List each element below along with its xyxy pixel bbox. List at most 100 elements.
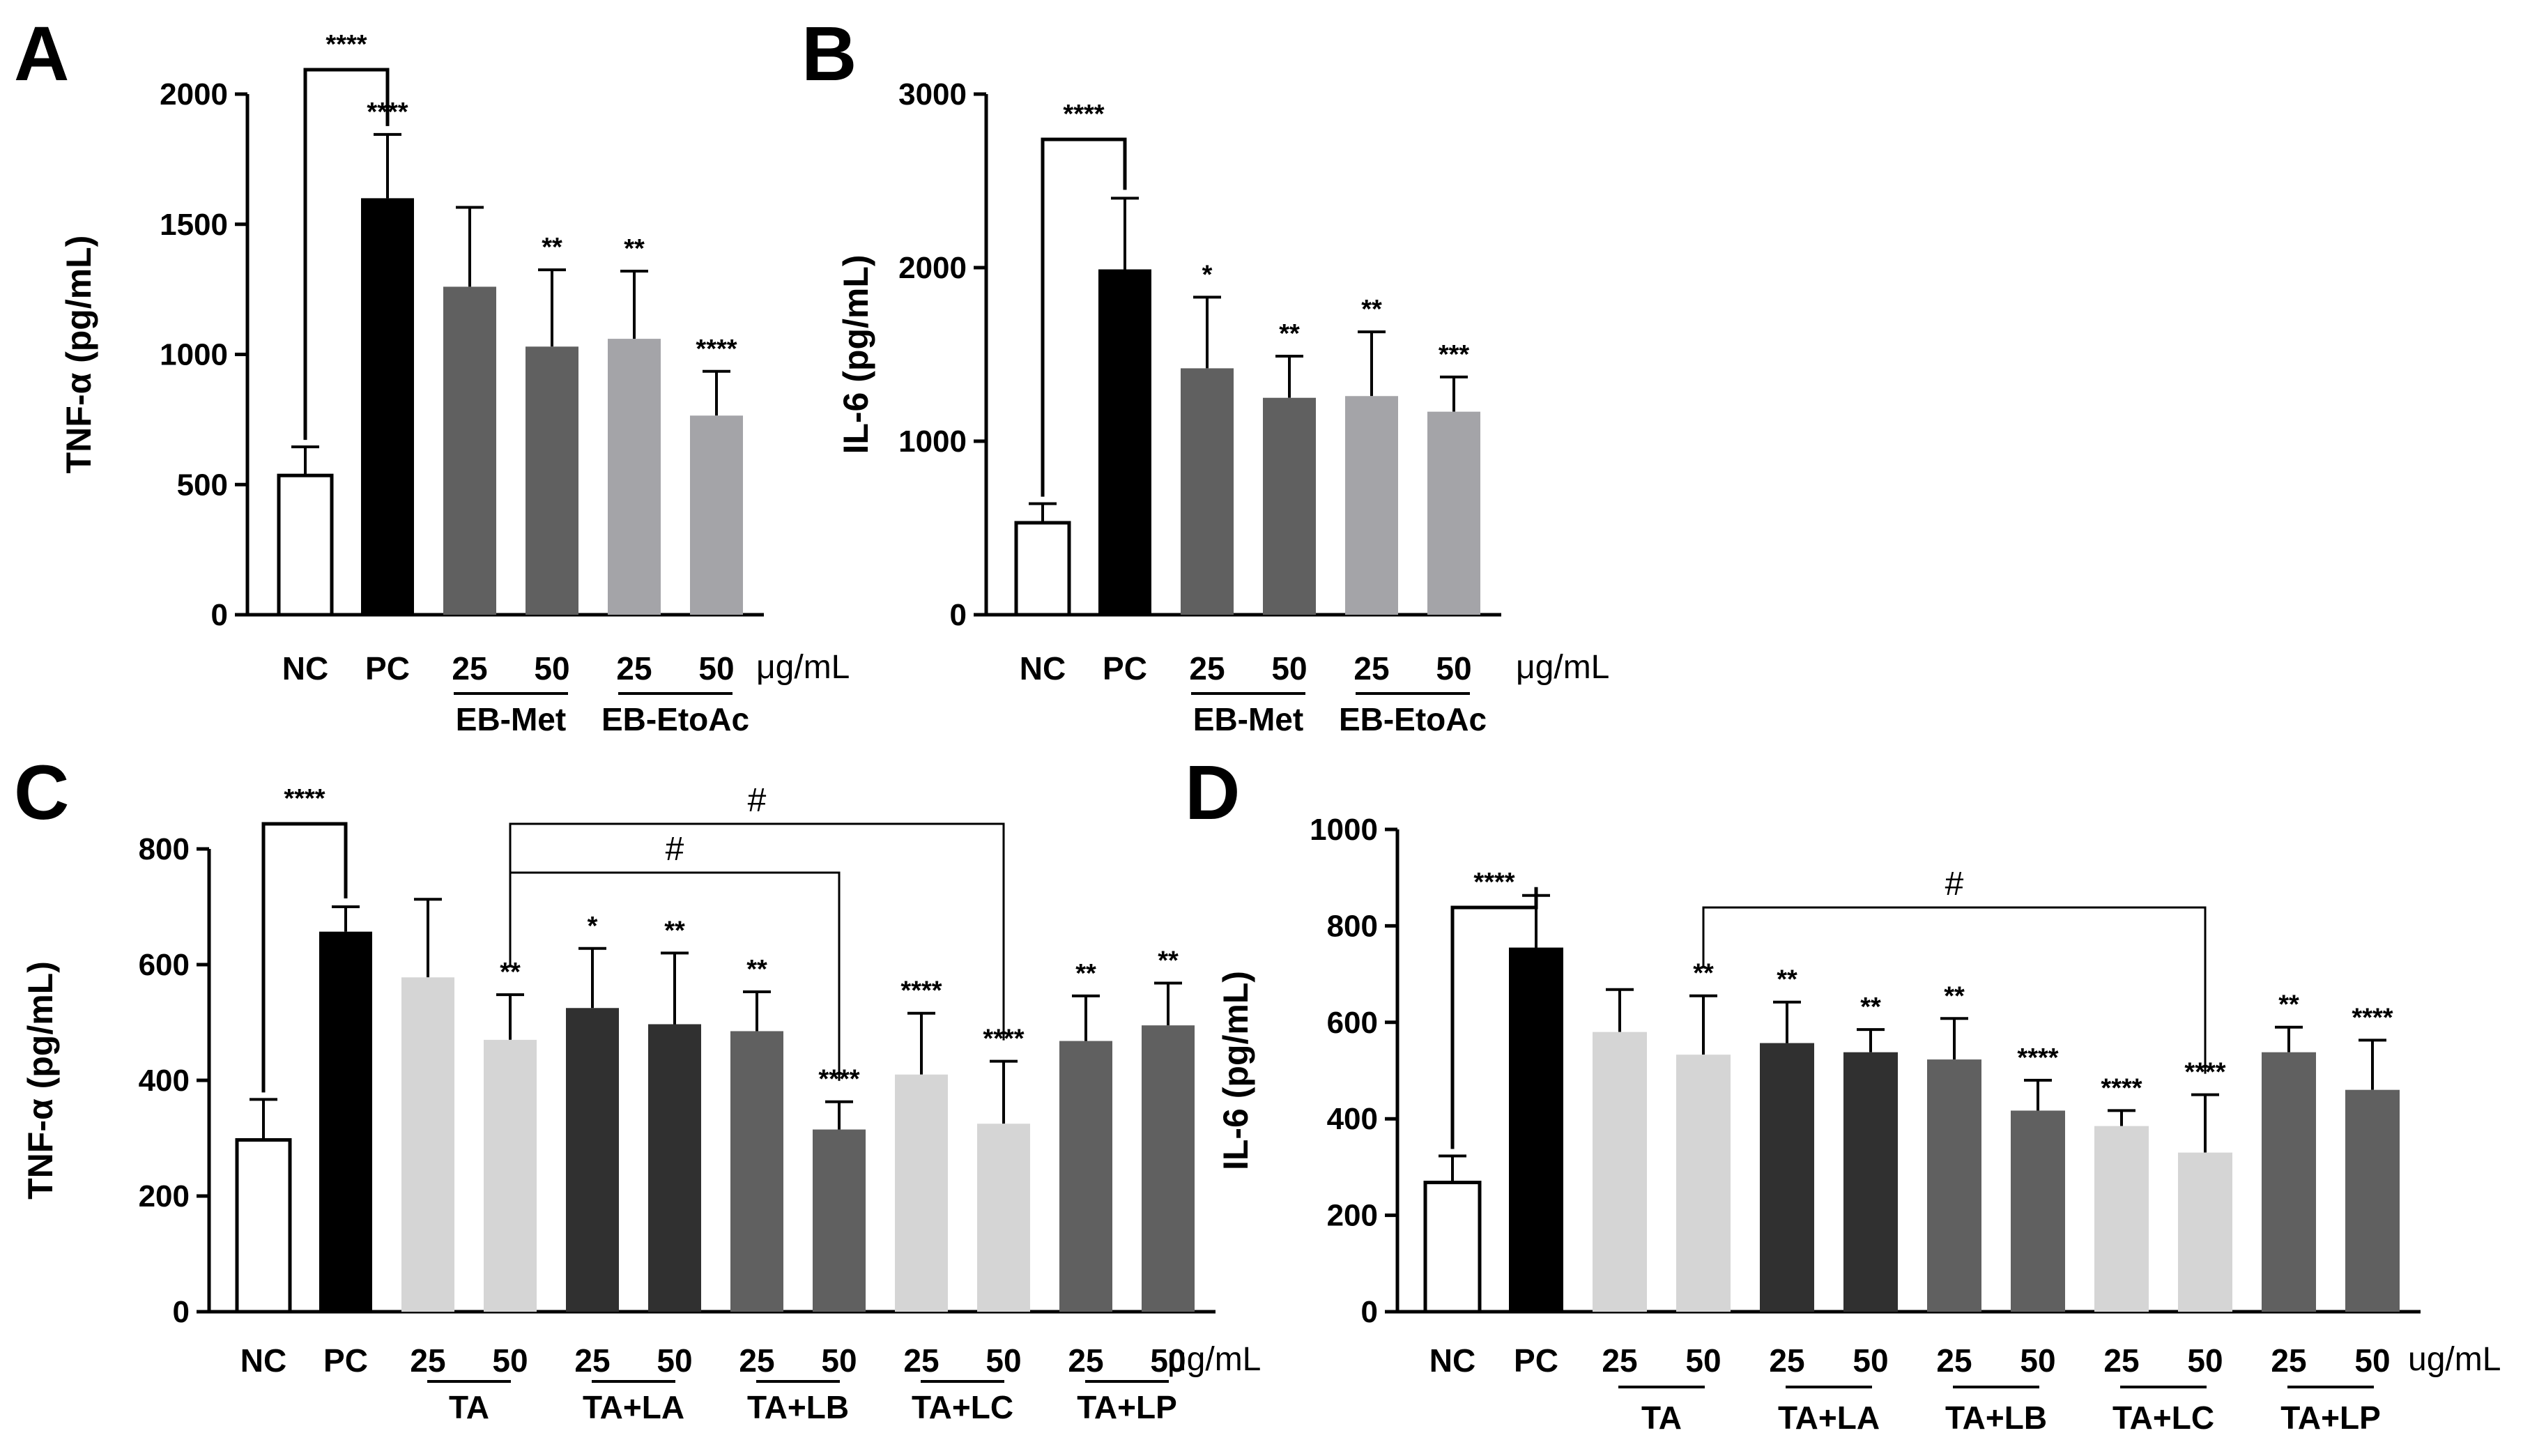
significance-label: * — [588, 912, 598, 941]
y-tick-label: 2000 — [898, 251, 967, 285]
category-label: 25 — [1602, 1342, 1637, 1379]
comparison-bracket — [1702, 906, 2207, 1074]
bar — [895, 1074, 948, 1312]
group-label: TA+LB — [1945, 1400, 2047, 1436]
bar — [730, 1031, 783, 1312]
category-label: 50 — [1271, 650, 1307, 687]
significance-label: **** — [696, 335, 737, 364]
bar — [1593, 1032, 1647, 1312]
panel-letter: D — [1185, 750, 1240, 836]
group-label: TA+LP — [1077, 1389, 1177, 1425]
group-label: TA+LC — [912, 1389, 1013, 1425]
bar — [1059, 1041, 1112, 1312]
panel-c: C 0 200 400 600 800 TNF-α (pg/mL) NC PC 25 ** 50 * 25… — [14, 750, 1261, 1425]
bar — [2178, 1152, 2232, 1312]
category-label: 25 — [1769, 1342, 1804, 1379]
bar — [2094, 1126, 2149, 1312]
bar — [2262, 1052, 2316, 1312]
group-label: TA+LB — [747, 1389, 849, 1425]
category-label: 50 — [2020, 1342, 2055, 1379]
category-label: 50 — [986, 1342, 1021, 1379]
significance-label: **** — [2017, 1043, 2058, 1073]
comparison-bracket — [509, 822, 1005, 1041]
category-label: 50 — [1436, 650, 1471, 687]
y-tick-label: 0 — [1361, 1295, 1378, 1329]
y-tick-label: 400 — [1327, 1102, 1378, 1136]
significance-label: ** — [1279, 319, 1300, 348]
unit-label: ug/mL — [2408, 1341, 2501, 1378]
group-label: EB-Met — [1193, 701, 1303, 737]
category-label: NC — [240, 1342, 286, 1379]
bar — [1843, 1052, 1898, 1312]
category-label: PC — [365, 650, 410, 687]
bar — [319, 931, 372, 1312]
y-tick-label: 200 — [1327, 1199, 1378, 1233]
group-label: EB-EtoAc — [1339, 701, 1487, 737]
bar — [1927, 1059, 1981, 1312]
y-tick-label: 800 — [139, 832, 190, 866]
panel-letter: A — [14, 11, 69, 97]
significance-label: ** — [1361, 295, 1382, 324]
significance-label: ** — [664, 916, 685, 945]
group-label: TA — [449, 1389, 489, 1425]
category-label: 50 — [534, 650, 569, 687]
bar — [1427, 411, 1480, 615]
panel-d: D 0 200 400 600 800 1000 IL-6 (pg/mL) NC PC 25 ** 50… — [1185, 750, 2501, 1436]
category-label: PC — [1103, 650, 1147, 687]
category-label: 50 — [492, 1342, 528, 1379]
comparison-bracket — [261, 822, 348, 1093]
group-label: EB-Met — [456, 701, 566, 737]
bracket-label: # — [666, 831, 684, 868]
comparison-bracket — [1450, 887, 1538, 1149]
bracket-label: # — [748, 782, 767, 819]
significance-label: *** — [1439, 340, 1470, 369]
bar — [1263, 397, 1316, 615]
y-tick-label: 500 — [177, 468, 228, 502]
significance-label: ** — [1944, 981, 1965, 1011]
y-tick-label: 0 — [211, 598, 228, 632]
y-tick-label: 600 — [1327, 1006, 1378, 1040]
bar — [690, 415, 743, 615]
group-label: TA+LP — [2280, 1400, 2381, 1436]
panel-b: B 0 1000 2000 3000 IL-6 (pg/mL) NC PC * 25 ** 50 ** 2… — [802, 11, 1609, 737]
y-tick-label: 800 — [1327, 909, 1378, 943]
significance-label: ** — [746, 955, 767, 984]
category-label: 25 — [2271, 1342, 2306, 1379]
bar — [1098, 269, 1151, 615]
bar — [401, 977, 454, 1312]
bar — [235, 1137, 292, 1314]
category-label: 25 — [1353, 650, 1389, 687]
category-label: 25 — [616, 650, 652, 687]
category-label: 25 — [1936, 1342, 1972, 1379]
comparison-bracket — [303, 68, 390, 440]
bar — [1345, 396, 1398, 615]
bar — [2011, 1110, 2065, 1312]
bar — [608, 339, 661, 615]
group-label: TA+LC — [2112, 1400, 2214, 1436]
bracket-label: **** — [325, 30, 367, 59]
bracket-label: **** — [1473, 868, 1514, 897]
significance-label: **** — [900, 976, 942, 1006]
category-label: 25 — [739, 1342, 774, 1379]
bracket-label: **** — [1063, 100, 1104, 129]
bar — [443, 286, 496, 615]
bar — [1181, 368, 1234, 615]
category-label: 25 — [452, 650, 487, 687]
y-tick-label: 1000 — [160, 338, 228, 372]
y-tick-label: 0 — [173, 1295, 190, 1329]
bar — [484, 1039, 537, 1312]
bracket-label: # — [1945, 866, 1964, 903]
bracket-label: **** — [284, 784, 325, 813]
category-label: 25 — [1189, 650, 1225, 687]
group-label: TA+LA — [1778, 1400, 1880, 1436]
category-label: 50 — [2187, 1342, 2223, 1379]
y-tick-label: 1000 — [1310, 813, 1378, 847]
bar — [1014, 521, 1071, 617]
unit-label: μg/mL — [1516, 649, 1609, 686]
group-label: EB-EtoAc — [601, 701, 749, 737]
bar — [1142, 1025, 1195, 1312]
y-tick-label: 400 — [139, 1064, 190, 1098]
unit-label: μg/mL — [756, 649, 850, 686]
significance-label: ** — [624, 234, 645, 263]
significance-label: * — [1202, 260, 1213, 289]
